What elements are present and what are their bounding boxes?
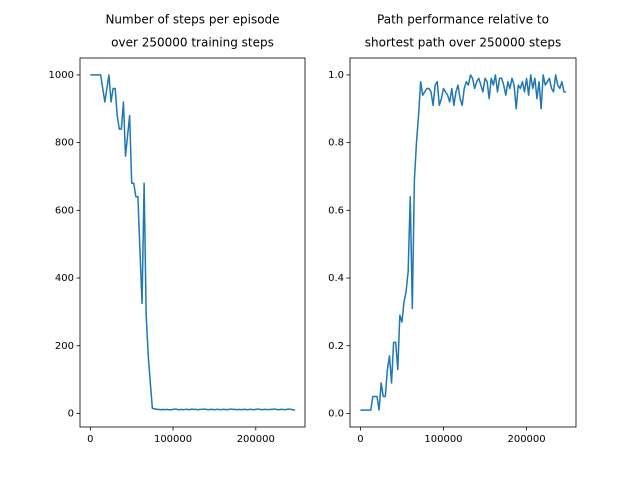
chart-title: shortest path over 250000 steps xyxy=(365,36,562,50)
chart-title: Number of steps per episode xyxy=(105,13,279,27)
y-tick-label: 0.4 xyxy=(328,273,344,284)
x-tick-label: 0 xyxy=(357,434,363,445)
y-tick-label: 0.8 xyxy=(328,138,344,149)
chart-title: over 250000 training steps xyxy=(111,36,274,50)
y-tick-label: 0 xyxy=(68,408,74,419)
x-tick-label: 200000 xyxy=(507,434,545,445)
y-tick-label: 1.0 xyxy=(328,70,344,81)
y-tick-label: 200 xyxy=(55,341,74,352)
y-tick-label: 0.2 xyxy=(328,341,344,352)
x-tick-label: 100000 xyxy=(424,434,462,445)
chart-title: Path performance relative to xyxy=(377,13,549,27)
y-tick-label: 800 xyxy=(55,138,74,149)
x-tick-label: 0 xyxy=(87,434,93,445)
y-tick-label: 1000 xyxy=(49,70,74,81)
x-tick-label: 100000 xyxy=(154,434,192,445)
axes-frame xyxy=(79,57,306,428)
data-line xyxy=(360,74,567,411)
y-tick-label: 600 xyxy=(55,205,74,216)
data-line xyxy=(90,74,296,411)
y-tick-label: 400 xyxy=(55,273,74,284)
x-tick-label: 200000 xyxy=(237,434,275,445)
y-tick-label: 0.0 xyxy=(328,408,344,419)
axes-frame xyxy=(349,57,577,428)
y-tick-label: 0.6 xyxy=(328,205,344,216)
